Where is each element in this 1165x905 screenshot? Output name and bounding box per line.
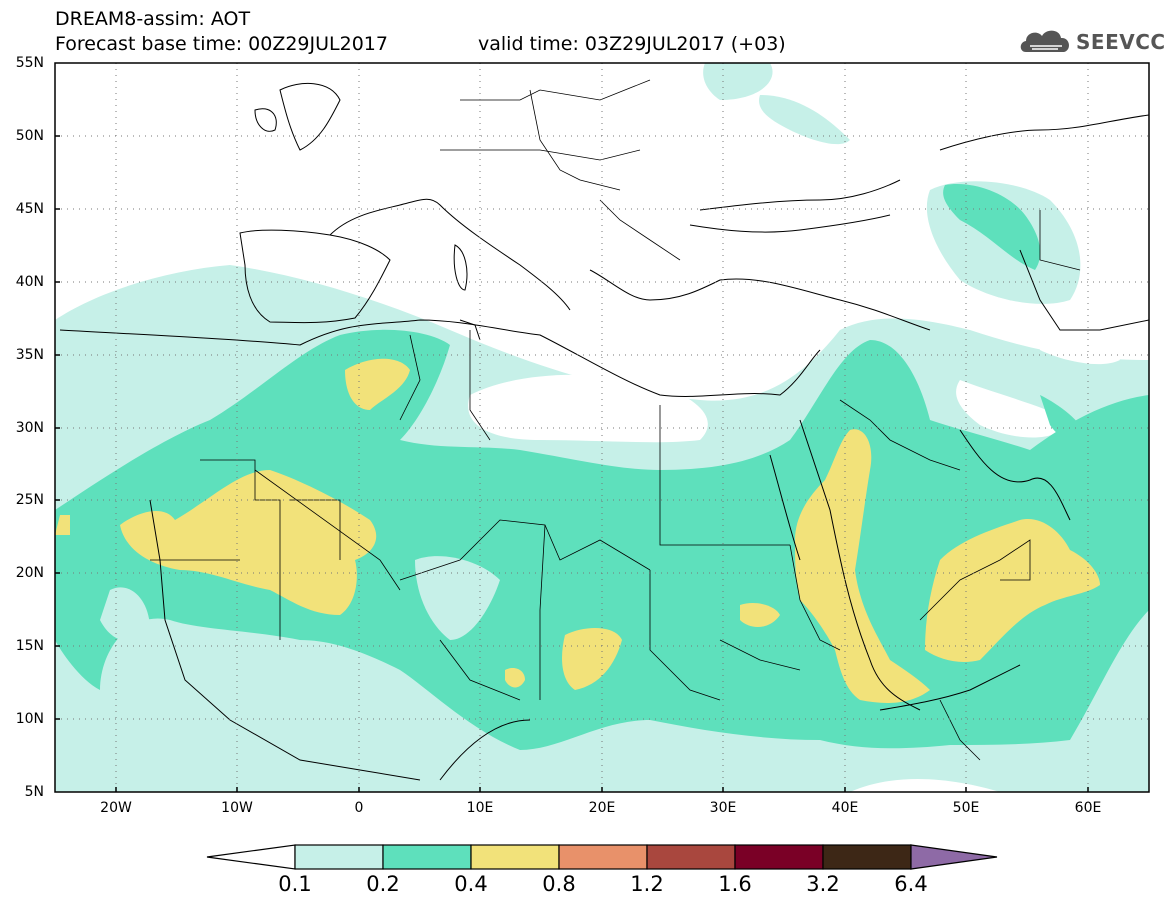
lon-label-0: 0: [354, 800, 364, 816]
lon-label-60e: 60E: [1074, 800, 1102, 816]
coastlines: [59, 82, 1149, 781]
lat-label-35n: 35N: [15, 347, 44, 363]
colorbar-swatch-0.4: [470, 844, 560, 870]
borders: [150, 79, 1081, 761]
lat-label-15n: 15N: [15, 638, 44, 654]
colorbar-label-3.2: 3.2: [806, 872, 840, 896]
lat-label-50n: 50N: [15, 128, 44, 144]
logo-text: SEEVCCC: [1076, 30, 1165, 54]
lon-label-30e: 30E: [709, 800, 737, 816]
aot-level-0.4: [55, 358, 1100, 703]
lon-label-20e: 20E: [588, 800, 616, 816]
colorbar-swatch-1.2: [646, 844, 736, 870]
colorbar-label-1.6: 1.6: [718, 872, 752, 896]
colorbar-swatch-0.8: [558, 844, 648, 870]
seevccc-logo: SEEVCCC: [1018, 24, 1165, 58]
lat-label-25n: 25N: [15, 492, 44, 508]
colorbar-label-0.1: 0.1: [278, 872, 312, 896]
colorbar-label-1.2: 1.2: [630, 872, 664, 896]
lat-label-5n: 5N: [24, 784, 44, 800]
colorbar-swatch-0.1: [294, 844, 384, 870]
lon-label-20w: 20W: [100, 800, 132, 816]
colorbar-high-arrow: [910, 844, 998, 870]
forecast-base-time: Forecast base time: 00Z29JUL2017: [55, 33, 388, 55]
lat-label-55n: 55N: [15, 55, 44, 71]
aot-level-0.1-inner: [100, 556, 500, 641]
colorbar-swatch-3.2: [822, 844, 912, 870]
colorbar-label-0.4: 0.4: [454, 872, 488, 896]
grid-lines: [55, 63, 1149, 792]
aot-holes: [468, 328, 1120, 443]
lat-label-45n: 45N: [15, 201, 44, 217]
lon-label-10w: 10W: [221, 800, 253, 816]
colorbar-swatch-1.6: [734, 844, 824, 870]
lat-label-10n: 10N: [15, 711, 44, 727]
colorbar-label-6.4: 6.4: [894, 872, 928, 896]
aot-fields: [55, 63, 1149, 792]
colorbar-label-0.8: 0.8: [542, 872, 576, 896]
lon-label-40e: 40E: [831, 800, 859, 816]
lon-label-10e: 10E: [466, 800, 494, 816]
lon-label-50e: 50E: [952, 800, 980, 816]
cloud-icon: [1020, 30, 1070, 52]
colorbar-low-arrow: [206, 844, 296, 870]
colorbar-label-0.2: 0.2: [366, 872, 400, 896]
colorbar-swatch-0.2: [382, 844, 472, 870]
title-line-1: DREAM8-assim: AOT: [55, 8, 251, 30]
lat-label-40n: 40N: [15, 274, 44, 290]
lat-label-30n: 30N: [15, 420, 44, 436]
valid-time: valid time: 03Z29JUL2017 (+03): [478, 33, 786, 55]
colorbar: [206, 844, 998, 870]
lat-label-20n: 20N: [15, 565, 44, 581]
axis-ticks: [55, 135, 1089, 792]
